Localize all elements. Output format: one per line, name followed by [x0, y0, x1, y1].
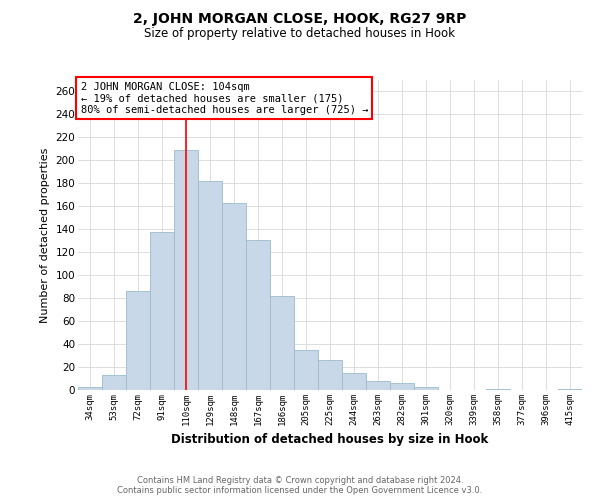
- Text: Size of property relative to detached houses in Hook: Size of property relative to detached ho…: [145, 28, 455, 40]
- Y-axis label: Number of detached properties: Number of detached properties: [40, 148, 50, 322]
- Bar: [414, 386, 438, 390]
- Bar: [198, 181, 222, 390]
- Bar: [390, 383, 414, 390]
- Bar: [342, 373, 366, 390]
- Text: Contains HM Land Registry data © Crown copyright and database right 2024.
Contai: Contains HM Land Registry data © Crown c…: [118, 476, 482, 495]
- Bar: [78, 386, 102, 390]
- Text: 2, JOHN MORGAN CLOSE, HOOK, RG27 9RP: 2, JOHN MORGAN CLOSE, HOOK, RG27 9RP: [133, 12, 467, 26]
- Bar: [246, 240, 270, 390]
- Text: 2 JOHN MORGAN CLOSE: 104sqm
← 19% of detached houses are smaller (175)
80% of se: 2 JOHN MORGAN CLOSE: 104sqm ← 19% of det…: [80, 82, 368, 115]
- Bar: [150, 232, 174, 390]
- Bar: [366, 381, 390, 390]
- Bar: [126, 292, 150, 390]
- X-axis label: Distribution of detached houses by size in Hook: Distribution of detached houses by size …: [172, 434, 488, 446]
- Bar: [102, 375, 126, 390]
- Bar: [294, 350, 318, 390]
- Bar: [222, 203, 246, 390]
- Bar: [558, 389, 582, 390]
- Bar: [486, 389, 510, 390]
- Bar: [270, 296, 294, 390]
- Bar: [318, 360, 342, 390]
- Bar: [174, 150, 198, 390]
